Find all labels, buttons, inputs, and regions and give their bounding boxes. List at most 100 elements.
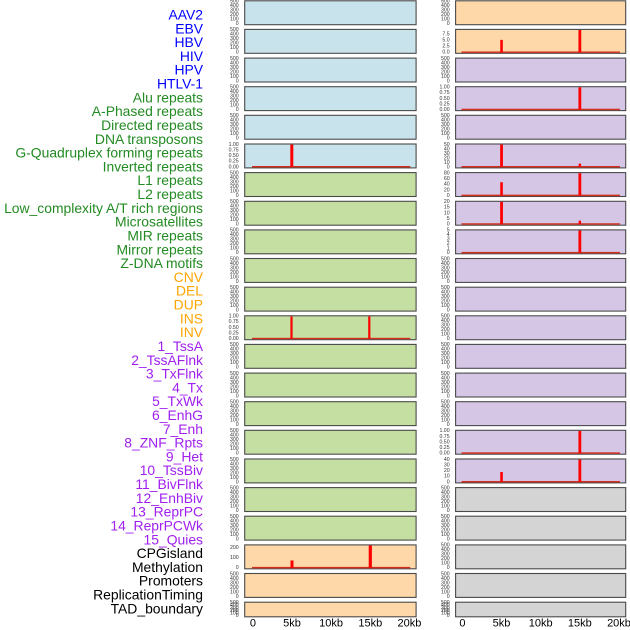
svg-text:40: 40 <box>444 182 450 188</box>
svg-text:500: 500 <box>441 371 450 377</box>
svg-text:Inverted repeats: Inverted repeats <box>103 158 203 174</box>
svg-text:200: 200 <box>230 470 239 476</box>
svg-text:200: 200 <box>441 69 450 75</box>
svg-text:500: 500 <box>441 514 450 520</box>
svg-text:7.5: 7.5 <box>442 32 449 38</box>
svg-text:1.00: 1.00 <box>229 142 239 148</box>
svg-text:500: 500 <box>230 600 239 606</box>
svg-text:300: 300 <box>230 65 239 71</box>
svg-text:400: 400 <box>230 261 239 267</box>
svg-text:500: 500 <box>230 56 239 62</box>
svg-text:200: 200 <box>230 127 239 133</box>
svg-text:CNV: CNV <box>174 269 204 285</box>
svg-text:100: 100 <box>230 103 239 109</box>
svg-text:10: 10 <box>444 160 450 166</box>
svg-text:0: 0 <box>236 78 239 84</box>
svg-text:10_TssBiv: 10_TssBiv <box>140 462 203 478</box>
svg-text:10: 10 <box>444 210 450 216</box>
svg-text:1.00: 1.00 <box>439 428 449 434</box>
svg-text:Mirror repeats: Mirror repeats <box>117 241 204 257</box>
svg-text:0: 0 <box>236 21 239 27</box>
svg-text:300: 300 <box>441 580 450 586</box>
svg-text:10: 10 <box>444 474 450 480</box>
svg-text:400: 400 <box>230 60 239 66</box>
svg-text:300: 300 <box>441 351 450 357</box>
svg-text:100: 100 <box>441 332 450 338</box>
svg-text:100: 100 <box>230 589 239 595</box>
svg-text:0: 0 <box>236 365 239 371</box>
svg-text:400: 400 <box>230 490 239 496</box>
svg-text:400: 400 <box>230 404 239 410</box>
svg-text:200: 200 <box>441 585 450 591</box>
svg-text:200: 200 <box>230 41 239 47</box>
svg-text:200: 200 <box>441 413 450 419</box>
svg-text:0: 0 <box>447 336 450 342</box>
svg-text:200: 200 <box>230 545 239 551</box>
svg-text:400: 400 <box>441 547 450 553</box>
svg-text:0.0: 0.0 <box>442 50 449 56</box>
svg-text:ReplicationTiming: ReplicationTiming <box>93 587 203 603</box>
svg-text:400: 400 <box>230 375 239 381</box>
svg-text:300: 300 <box>441 265 450 271</box>
svg-text:500: 500 <box>230 170 239 176</box>
svg-text:12_EnhBiv: 12_EnhBiv <box>136 490 203 506</box>
svg-text:400: 400 <box>441 3 450 9</box>
svg-text:3: 3 <box>447 237 450 243</box>
svg-text:300: 300 <box>441 494 450 500</box>
svg-text:0.25: 0.25 <box>229 159 239 165</box>
svg-text:300: 300 <box>441 409 450 415</box>
svg-text:100: 100 <box>441 418 450 424</box>
svg-text:300: 300 <box>230 36 239 42</box>
svg-text:200: 200 <box>230 585 239 591</box>
svg-text:0.25: 0.25 <box>439 445 449 451</box>
svg-text:500: 500 <box>441 543 450 549</box>
svg-text:30: 30 <box>444 151 450 157</box>
svg-text:Promoters: Promoters <box>139 573 203 589</box>
svg-text:500: 500 <box>230 571 239 577</box>
svg-text:Alu repeats: Alu repeats <box>133 89 203 105</box>
svg-text:400: 400 <box>441 576 450 582</box>
svg-text:0: 0 <box>250 618 256 630</box>
svg-text:200: 200 <box>230 608 239 614</box>
svg-text:100: 100 <box>230 360 239 366</box>
svg-text:0: 0 <box>236 594 239 600</box>
svg-text:0: 0 <box>447 307 450 313</box>
svg-text:100: 100 <box>230 532 239 538</box>
svg-text:Z-DNA motifs: Z-DNA motifs <box>120 255 203 271</box>
svg-text:200: 200 <box>230 413 239 419</box>
svg-text:100: 100 <box>441 503 450 509</box>
svg-text:300: 300 <box>441 523 450 529</box>
svg-text:500: 500 <box>230 228 239 234</box>
svg-text:100: 100 <box>230 446 239 452</box>
svg-text:500: 500 <box>230 400 239 406</box>
svg-text:INS: INS <box>180 310 203 326</box>
svg-text:100: 100 <box>230 274 239 280</box>
svg-text:0.75: 0.75 <box>229 319 239 325</box>
svg-text:100: 100 <box>441 532 450 538</box>
svg-text:0.75: 0.75 <box>439 90 449 96</box>
svg-text:500: 500 <box>230 199 239 205</box>
svg-text:400: 400 <box>230 519 239 525</box>
svg-text:400: 400 <box>230 204 239 210</box>
svg-text:0: 0 <box>447 193 450 199</box>
svg-text:500: 500 <box>441 256 450 262</box>
svg-text:5: 5 <box>447 228 450 234</box>
svg-text:30: 30 <box>444 462 450 468</box>
svg-text:0.00: 0.00 <box>229 336 239 342</box>
svg-text:11_BivFlnk: 11_BivFlnk <box>135 476 203 492</box>
svg-text:100: 100 <box>230 303 239 309</box>
svg-text:200: 200 <box>441 556 450 562</box>
svg-text:0: 0 <box>447 279 450 285</box>
svg-text:200: 200 <box>441 327 450 333</box>
svg-text:500: 500 <box>441 571 450 577</box>
svg-text:0: 0 <box>236 613 239 619</box>
svg-text:500: 500 <box>441 56 450 62</box>
svg-text:200: 200 <box>230 270 239 276</box>
svg-text:200: 200 <box>441 12 450 18</box>
svg-text:0.00: 0.00 <box>439 107 449 113</box>
svg-text:INV: INV <box>180 324 204 340</box>
svg-text:100: 100 <box>441 389 450 395</box>
svg-text:200: 200 <box>230 241 239 247</box>
svg-text:0: 0 <box>447 613 450 619</box>
svg-text:200: 200 <box>230 12 239 18</box>
